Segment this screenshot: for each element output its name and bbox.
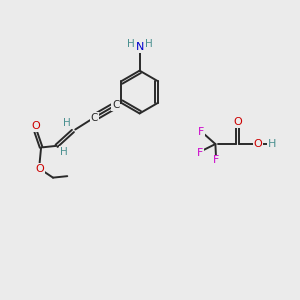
Text: C: C <box>91 112 98 123</box>
Text: H: H <box>63 118 71 128</box>
Text: O: O <box>254 139 262 149</box>
Text: C: C <box>112 100 119 110</box>
Text: F: F <box>197 148 203 158</box>
Text: H: H <box>145 39 152 49</box>
Text: O: O <box>32 121 40 131</box>
Text: H: H <box>60 147 68 157</box>
Text: O: O <box>35 164 44 174</box>
Text: F: F <box>198 127 204 136</box>
Text: N: N <box>135 43 144 52</box>
Text: O: O <box>233 117 242 127</box>
Text: F: F <box>213 155 219 165</box>
Text: H: H <box>268 139 276 149</box>
Text: H: H <box>127 39 135 49</box>
